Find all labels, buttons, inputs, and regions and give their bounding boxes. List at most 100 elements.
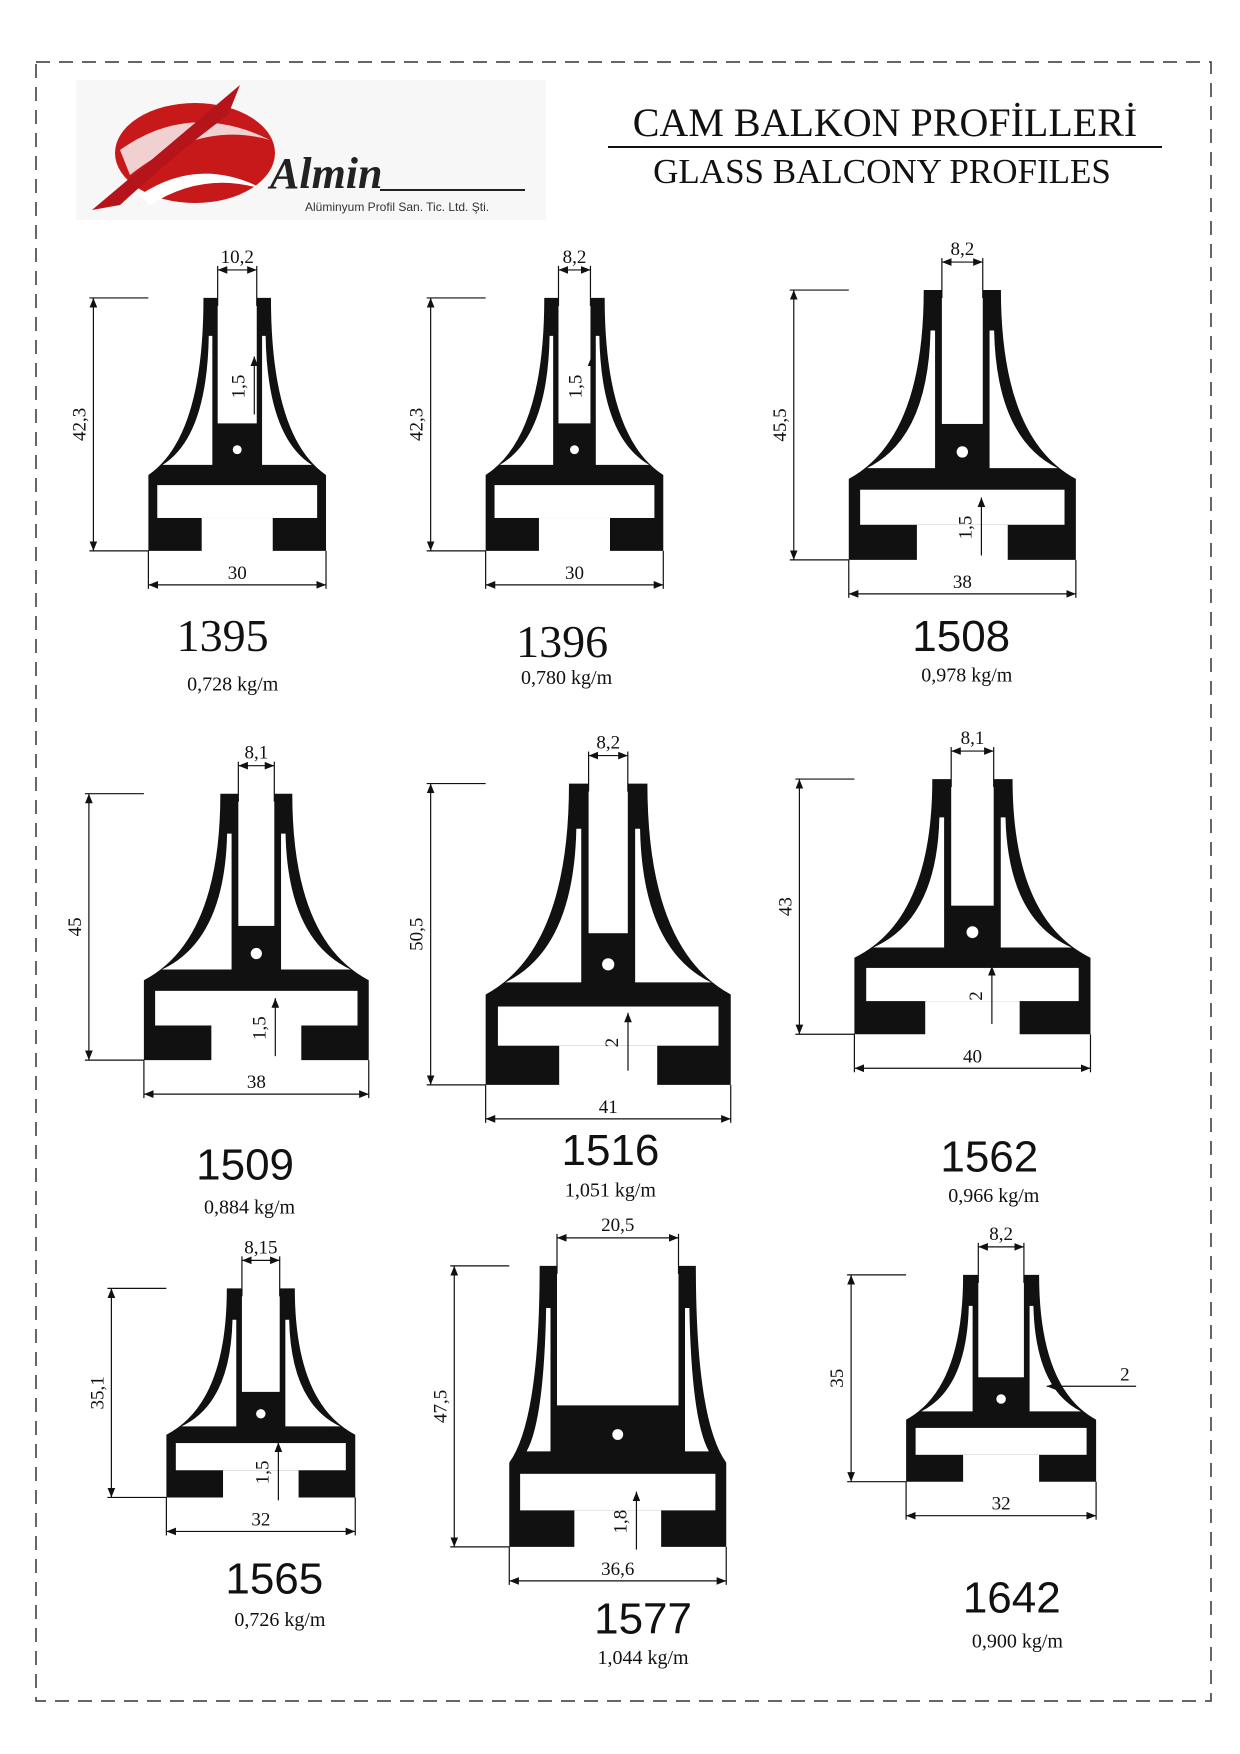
profile-foot-gap: [223, 1470, 299, 1500]
opening-label: 10,2: [221, 247, 254, 268]
logo: Almin Alüminyum Profil San. Tic. Ltd. Şt…: [76, 80, 546, 220]
profile-hook: [256, 1409, 266, 1419]
profile-hook: [612, 1429, 624, 1440]
profile-window: [505, 828, 582, 983]
profile-foot-gap: [559, 1045, 658, 1088]
profile-foot-gap: [916, 524, 1008, 563]
profile-window: [162, 335, 213, 465]
profile-cavity: [497, 1006, 719, 1046]
profile-weight: 0,726 kg/m: [234, 1609, 326, 1631]
width-label: 30: [228, 563, 247, 584]
profile-foot-gap: [211, 1025, 302, 1063]
profile: 35,1 32 8,15 1,5 1565 0,726 kg/m: [87, 1237, 356, 1631]
profile-foot-gap: [925, 1001, 1020, 1037]
wall-label: 2: [966, 991, 987, 1001]
profile-channel: [951, 778, 994, 906]
width-label: 38: [953, 572, 972, 593]
profile-window: [866, 330, 936, 469]
height-label: 47,5: [430, 1390, 451, 1423]
opening-label: 8,2: [950, 239, 974, 260]
profile-cavity: [175, 1443, 346, 1471]
profile-weight: 0,884 kg/m: [204, 1196, 296, 1218]
profile-channel: [238, 792, 275, 926]
company-subtitle: Alüminyum Profil San. Tic. Ltd. Şti.: [305, 200, 489, 214]
profile-foot-gap: [963, 1454, 1040, 1484]
profile-channel: [978, 1273, 1024, 1378]
profile: 50,5 41 8,2 2 1516 1,051 kg/m: [407, 733, 732, 1202]
company-name: Almin: [267, 149, 383, 198]
title: CAM BALKON PROFİLLERİ: [633, 100, 1137, 145]
width-label: 41: [599, 1097, 618, 1118]
opening-label: 8,15: [244, 1237, 277, 1258]
profile-window: [161, 833, 232, 970]
profile-code: 1509: [196, 1141, 294, 1190]
wall-label: 1,5: [955, 516, 976, 540]
profile-window: [989, 330, 1058, 469]
profile-foot-gap: [574, 1510, 662, 1550]
width-label: 32: [251, 1509, 270, 1530]
width-label: 36,6: [601, 1559, 634, 1580]
profile: 45 38 8,1 1,5 1509 0,884 kg/m: [65, 743, 370, 1218]
height-label: 35: [827, 1369, 848, 1388]
profile-cavity: [520, 1473, 716, 1511]
profile-cavity: [860, 489, 1065, 525]
height-label: 43: [775, 897, 796, 916]
profile-cavity: [155, 990, 358, 1026]
height-label: 35,1: [87, 1376, 108, 1409]
profile-weight: 1,044 kg/m: [597, 1647, 689, 1669]
wall-label: 1,5: [228, 375, 249, 399]
profile-channel: [217, 296, 257, 424]
profile-channel: [588, 782, 628, 934]
profile-hook: [602, 958, 615, 971]
profile-cavity: [157, 485, 318, 518]
profile: 47,5 36,6 20,5 1,8 1577 1,044 kg/m: [430, 1215, 727, 1669]
profile-code: 1508: [912, 612, 1010, 661]
profile-window: [1000, 817, 1072, 948]
profile-window: [635, 828, 712, 983]
profile-window: [281, 833, 351, 970]
wall-label: 1,5: [249, 1016, 270, 1040]
opening-label: 20,5: [601, 1215, 634, 1236]
wall-label: 2: [602, 1038, 623, 1048]
profile-weight: 0,780 kg/m: [521, 667, 613, 689]
wall-label: 2: [1120, 1364, 1130, 1385]
profile-weight: 0,966 kg/m: [948, 1185, 1040, 1207]
profile: 35 32 8,2 2 1642 0,900 kg/m: [827, 1224, 1137, 1652]
profile-code: 1562: [940, 1133, 1038, 1182]
profile: 42,3 30 10,2 1,5 1395 0,728 kg/m: [69, 247, 327, 696]
profile: 45,5 38 8,2 1,5 1508 0,978 kg/m: [770, 239, 1077, 687]
profile-hook: [250, 947, 262, 960]
width-label: 30: [565, 563, 584, 584]
profile-foot-gap: [201, 517, 273, 554]
profile-window: [873, 817, 945, 948]
profile-window: [1029, 1305, 1081, 1412]
profile-cavity: [866, 967, 1079, 1002]
profile-cavity: [494, 485, 655, 518]
height-label: 42,3: [407, 408, 428, 441]
opening-label: 8,2: [989, 1224, 1013, 1245]
profile: 43 40 8,1 2 1562 0,966 kg/m: [775, 728, 1092, 1207]
profile-window: [262, 335, 312, 465]
profile-window: [526, 1308, 551, 1452]
profile-foot-gap: [538, 517, 610, 554]
height-label: 45,5: [770, 408, 791, 441]
profile-weight: 0,900 kg/m: [972, 1630, 1064, 1652]
profile-window: [921, 1305, 973, 1412]
profile-channel: [556, 1264, 679, 1406]
opening-label: 8,2: [596, 733, 620, 754]
height-label: 42,3: [69, 408, 90, 441]
profile-hook: [570, 445, 579, 455]
profile-channel: [241, 1287, 280, 1392]
profile-cavity: [915, 1427, 1087, 1455]
profile-window: [685, 1308, 709, 1452]
profile-window: [499, 335, 554, 465]
profile-code: 1642: [963, 1573, 1061, 1622]
profile-weight: 1,051 kg/m: [565, 1180, 657, 1202]
profile-code: 1516: [561, 1126, 659, 1175]
height-label: 50,5: [407, 918, 428, 951]
profile-window: [595, 335, 650, 465]
profile-channel: [558, 296, 591, 424]
profile-window: [181, 1319, 237, 1427]
